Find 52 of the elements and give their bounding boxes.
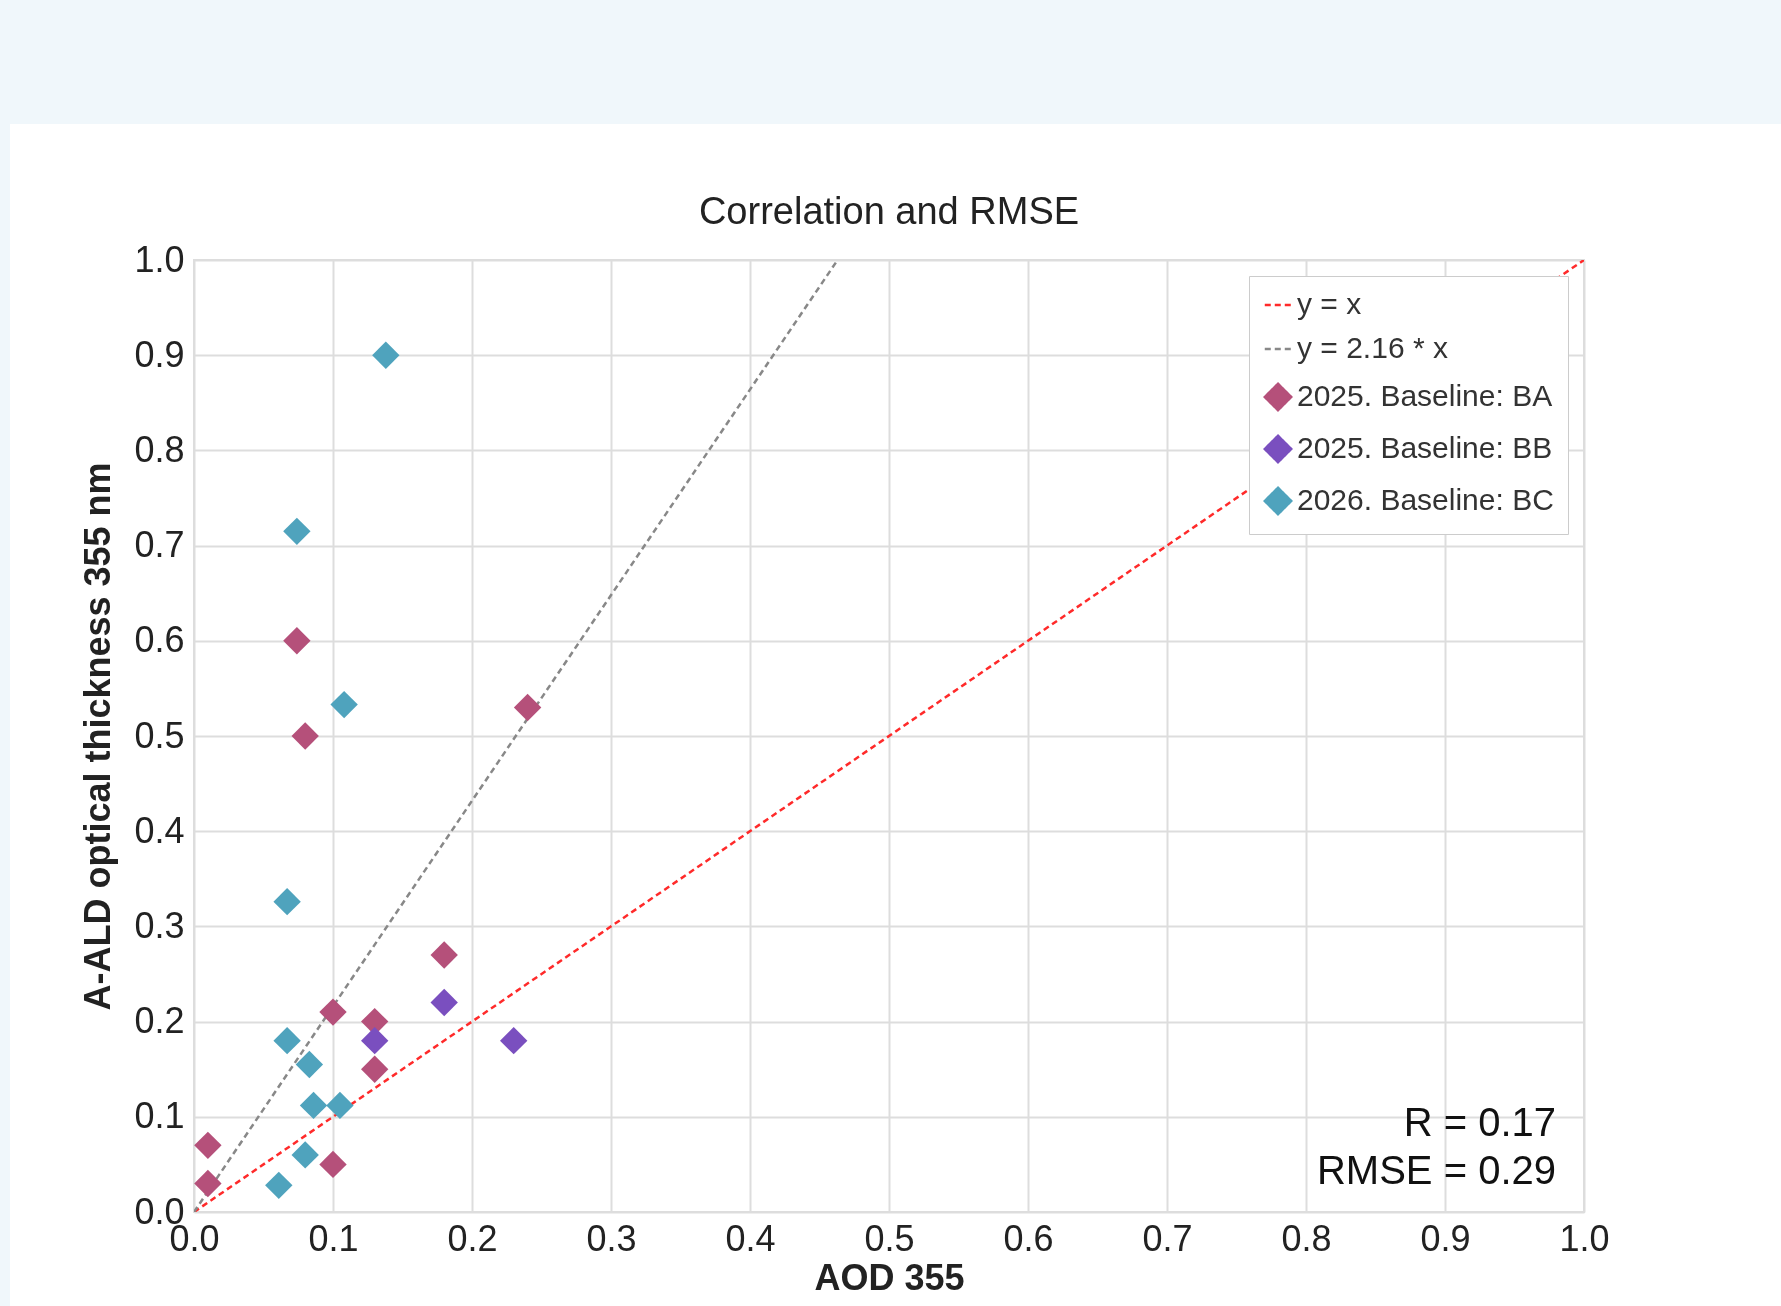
point — [500, 1026, 528, 1055]
point — [319, 1150, 347, 1179]
point — [283, 627, 311, 655]
point — [273, 1026, 301, 1055]
point — [265, 1171, 293, 1200]
y-axis-title: A-ALD optical thickness 355 nm — [77, 462, 119, 1011]
point — [291, 722, 319, 750]
annotation: RMSE = 0.29 — [1316, 1148, 1556, 1192]
x-axis-title: AOD 355 — [814, 1256, 965, 1298]
point — [430, 941, 458, 969]
legend-label: y = x — [1297, 287, 1362, 320]
y-tick-label: 0.4 — [134, 809, 185, 851]
legend-label: 2025. Baseline: BB — [1297, 431, 1553, 464]
annotation: R = 0.17 — [1403, 1100, 1556, 1144]
x-tick-label: 0.8 — [1281, 1217, 1332, 1259]
y-tick-label: 1.0 — [134, 238, 185, 280]
y-tick-label: 0.3 — [134, 904, 185, 946]
x-tick-label: 0.6 — [1003, 1217, 1054, 1259]
y-tick-label: 0.6 — [134, 619, 185, 661]
x-tick-label: 0.7 — [1142, 1217, 1193, 1259]
y-tick-label: 0.7 — [134, 524, 185, 566]
y-tick-label: 0.1 — [134, 1095, 185, 1137]
y-tick-label: 0.8 — [134, 428, 185, 470]
x-tick-label: 0.3 — [586, 1217, 637, 1259]
point — [273, 887, 301, 916]
point — [283, 517, 311, 546]
legend-label: 2025. Baseline: BA — [1297, 379, 1553, 412]
point — [361, 1026, 389, 1055]
point — [326, 1091, 354, 1120]
x-tick-label: 0.9 — [1420, 1217, 1471, 1259]
y-tick-label: 0.5 — [134, 714, 185, 756]
point — [330, 690, 358, 719]
x-tick-label: 0.1 — [308, 1217, 359, 1259]
y-tick-label: 0.9 — [134, 333, 185, 375]
x-tick-label: 1.0 — [1559, 1217, 1610, 1259]
point — [361, 1055, 389, 1083]
legend-label: 2026. Baseline: BC — [1297, 483, 1554, 516]
point — [513, 693, 542, 722]
point — [295, 1050, 324, 1079]
x-tick-label: 0.2 — [447, 1217, 498, 1259]
legend-label: y = 2.16 * x — [1297, 331, 1448, 364]
point — [194, 1169, 222, 1198]
point — [299, 1091, 328, 1120]
x-tick-label: 0.5 — [864, 1217, 915, 1259]
point — [194, 1131, 222, 1160]
y-tick-label: 0.2 — [134, 1000, 185, 1042]
point — [319, 998, 347, 1026]
point — [372, 341, 400, 369]
x-tick-label: 0.4 — [725, 1217, 776, 1259]
point — [291, 1141, 319, 1169]
chart-title: Correlation and RMSE — [698, 190, 1080, 232]
point — [430, 988, 458, 1017]
